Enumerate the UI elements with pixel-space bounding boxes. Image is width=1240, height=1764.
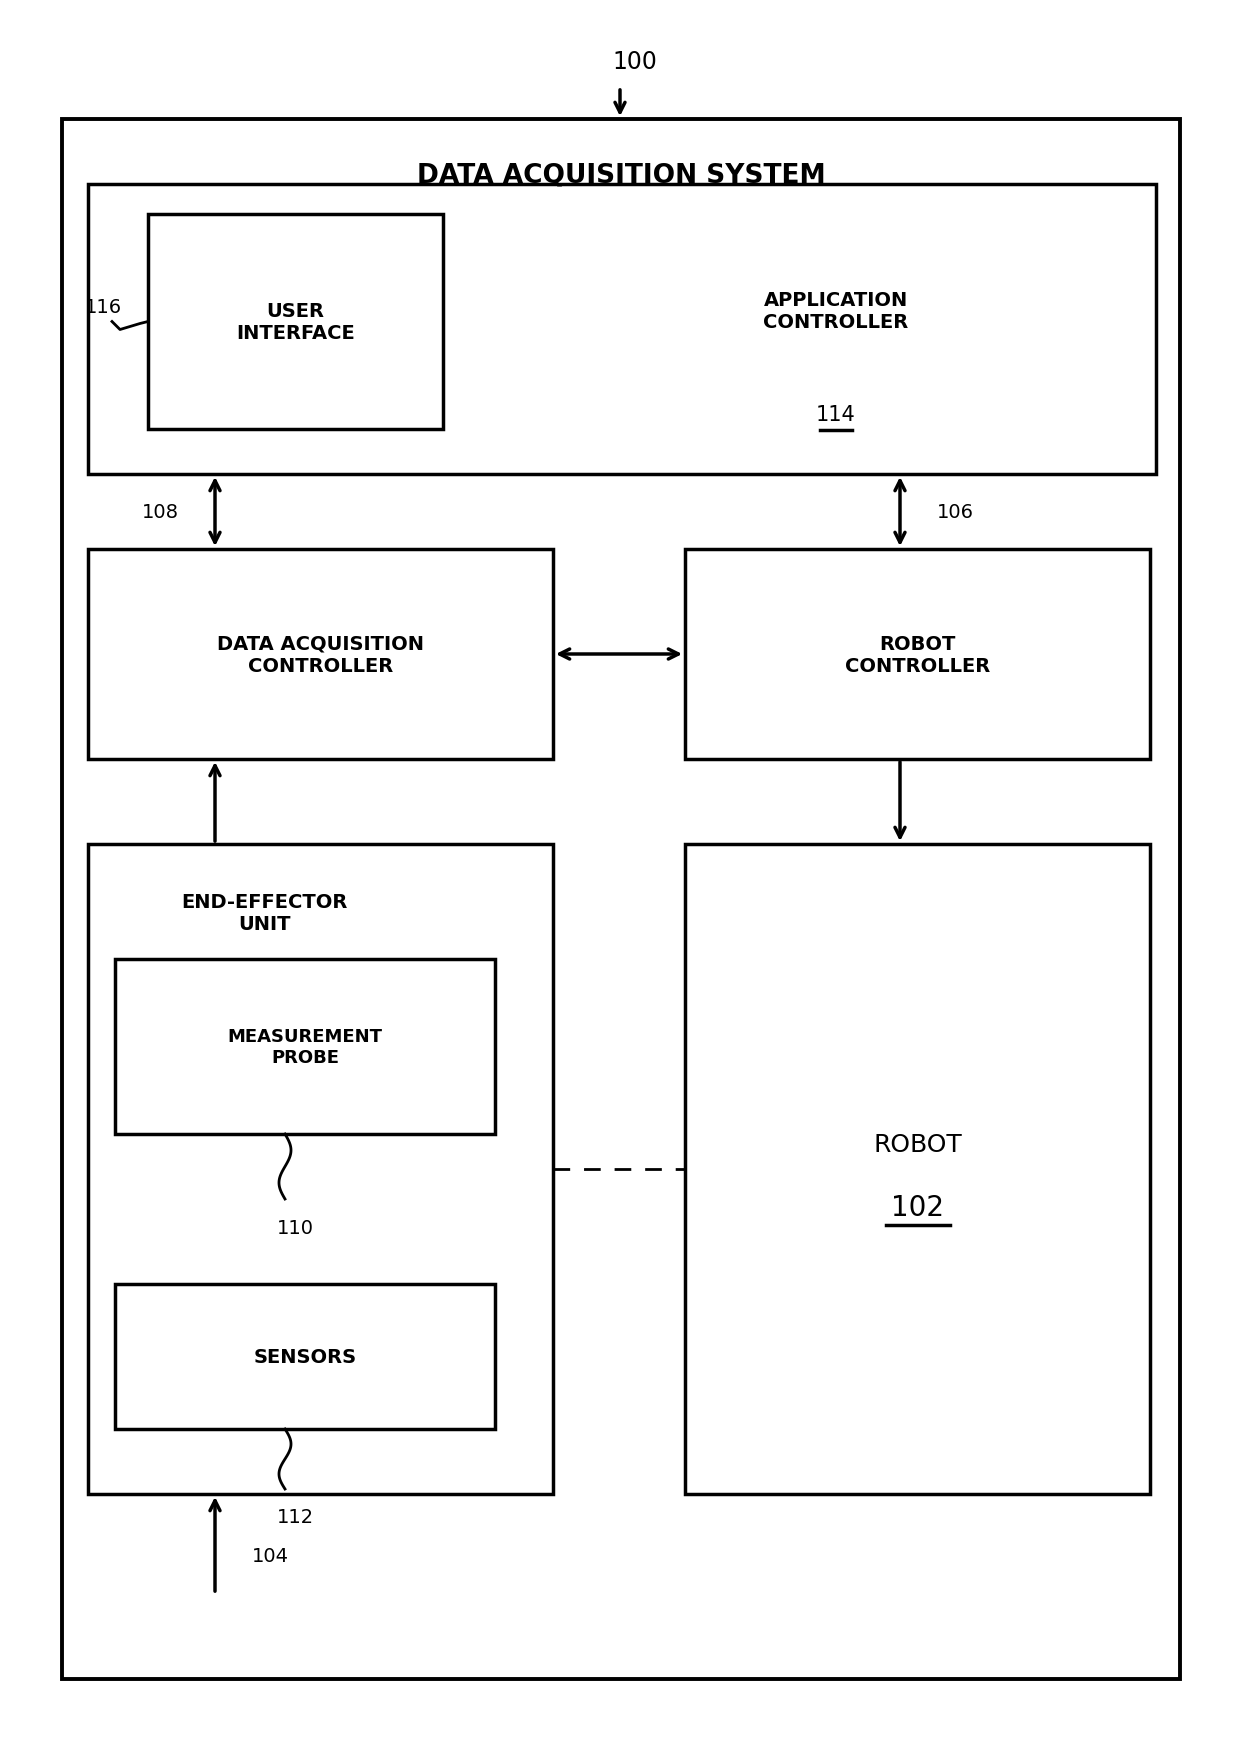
Bar [115, 1284, 495, 1429]
Text: APPLICATION
CONTROLLER: APPLICATION CONTROLLER [763, 291, 908, 332]
Bar [88, 845, 553, 1494]
Bar [115, 960, 495, 1134]
Text: 104: 104 [252, 1547, 289, 1566]
Text: 114: 114 [816, 404, 856, 425]
Text: 102: 102 [892, 1192, 944, 1221]
Text: ROBOT: ROBOT [873, 1132, 962, 1157]
Bar [88, 550, 553, 760]
Text: DATA ACQUISITION SYSTEM: DATA ACQUISITION SYSTEM [417, 162, 826, 189]
Text: 108: 108 [141, 503, 179, 522]
Bar [684, 845, 1149, 1494]
Bar [148, 215, 443, 430]
Text: END-EFFECTOR
UNIT: END-EFFECTOR UNIT [181, 893, 348, 933]
Bar [684, 550, 1149, 760]
Text: ROBOT
CONTROLLER: ROBOT CONTROLLER [844, 633, 990, 676]
Text: USER
INTERFACE: USER INTERFACE [236, 302, 355, 342]
Text: MEASUREMENT
PROBE: MEASUREMENT PROBE [227, 1027, 382, 1065]
Text: 100: 100 [613, 49, 657, 74]
Text: 116: 116 [84, 298, 122, 318]
Bar [88, 185, 1156, 475]
Text: 106: 106 [936, 503, 973, 522]
Text: SENSORS: SENSORS [253, 1348, 357, 1367]
Bar [62, 120, 1180, 1679]
Text: DATA ACQUISITION
CONTROLLER: DATA ACQUISITION CONTROLLER [217, 633, 424, 676]
Text: 110: 110 [277, 1217, 314, 1237]
Text: 112: 112 [277, 1508, 314, 1526]
